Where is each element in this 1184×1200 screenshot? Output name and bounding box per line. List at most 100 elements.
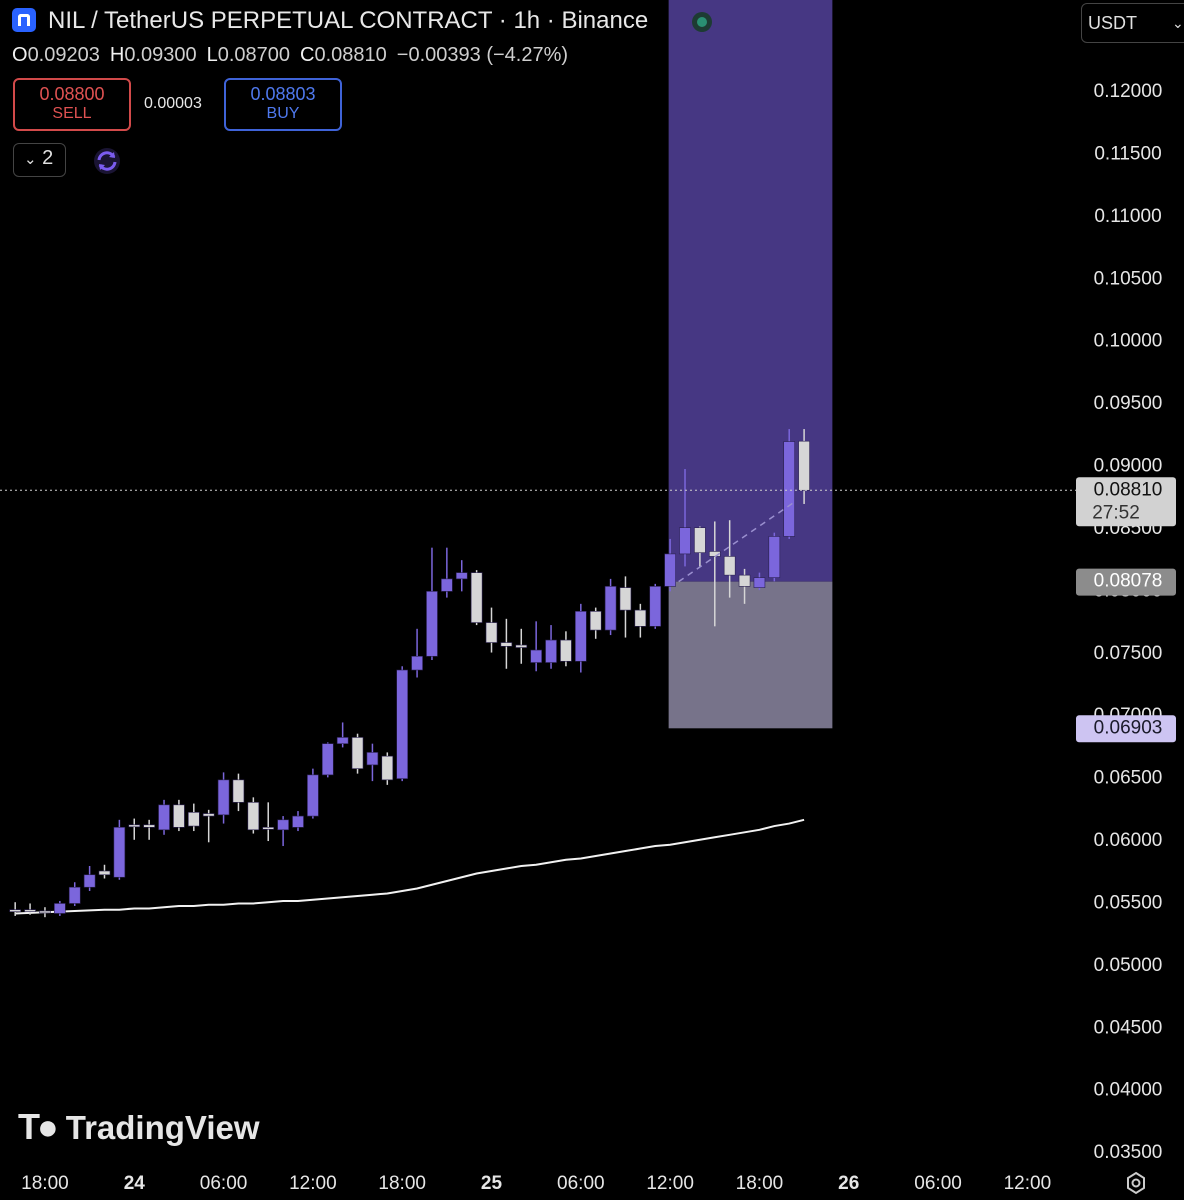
y-tick-label: 0.09000 (1094, 456, 1163, 477)
x-tick-label: 24 (124, 1173, 146, 1194)
candle-body (798, 440, 810, 491)
x-tick-label: 18:00 (378, 1173, 426, 1194)
candle-body (232, 779, 245, 803)
candle-body (441, 578, 453, 592)
candle-body (530, 649, 542, 663)
candle-body (723, 556, 736, 576)
candle-body (381, 755, 394, 781)
watermark-text: TradingView (65, 1109, 260, 1146)
ohlc-value: 0.08810 (314, 44, 387, 66)
ohlc-key: C (300, 44, 315, 66)
ohlc-key: L (206, 44, 218, 66)
candle-body (589, 611, 602, 631)
y-tick-label: 0.12000 (1094, 81, 1163, 102)
candle-body (158, 804, 170, 831)
candle-body (24, 909, 36, 913)
entry-label: 0.08078 (1094, 571, 1163, 592)
spread: 0.00003 (144, 95, 202, 112)
position-path (678, 501, 795, 583)
candle-body (39, 910, 51, 914)
y-tick-label: 0.06500 (1094, 768, 1163, 789)
y-tick-label: 0.04500 (1094, 1017, 1163, 1038)
candle-body (500, 642, 513, 647)
x-tick-label: 06:00 (200, 1173, 248, 1194)
x-tick-label: 26 (838, 1173, 859, 1194)
candle-body (128, 824, 141, 828)
last-price-label: 0.08810 (1094, 479, 1163, 500)
indicator-toggle[interactable]: ⌄ 2 (13, 143, 66, 177)
y-tick-label: 0.07500 (1094, 643, 1163, 664)
currency-select[interactable]: USDT ⌄ (1081, 3, 1184, 43)
y-tick-label: 0.10500 (1094, 268, 1163, 289)
candle-body (679, 527, 691, 555)
candle-body (515, 644, 528, 648)
x-tick-label: 25 (481, 1173, 503, 1194)
candle-body (575, 611, 587, 662)
target-zone (668, 0, 833, 582)
buy-label: BUY (266, 105, 300, 122)
candle-body (426, 591, 438, 657)
sell-label: SELL (52, 105, 92, 122)
candle-body (619, 587, 632, 611)
candle-body (664, 553, 676, 587)
ohlc-key: H (109, 44, 125, 66)
candle-body (694, 527, 706, 553)
candle-body (217, 779, 230, 816)
candle-body (470, 572, 483, 623)
candle-body (634, 609, 647, 627)
y-tick-label: 0.10000 (1094, 331, 1163, 352)
y-tick-label: 0.11500 (1094, 143, 1161, 164)
entry-badge (1076, 568, 1176, 596)
candle-body (351, 737, 364, 769)
ohlc-change: −0.00393 (−4.27%) (396, 44, 569, 66)
ohlc-key: O (12, 44, 28, 66)
watermark: T● TradingView (18, 1106, 260, 1147)
ohlc-value: 0.08700 (217, 44, 291, 66)
stop-label: 0.06903 (1094, 717, 1163, 738)
stop-zone (668, 581, 833, 729)
indicator-count: 2 (42, 147, 54, 169)
candle-body (292, 815, 304, 828)
candle-body (649, 586, 662, 627)
y-tick-label: 0.09500 (1094, 393, 1163, 414)
candle-body (9, 909, 21, 913)
ohlc-value: 0.09203 (27, 44, 100, 66)
x-tick-label: 12:00 (646, 1173, 694, 1194)
candle-body (68, 886, 81, 904)
buy-price: 0.08803 (250, 84, 316, 104)
candle-body (411, 655, 423, 671)
x-tick-label: 06:00 (914, 1173, 962, 1194)
settings-icon[interactable] (1124, 1171, 1148, 1195)
x-tick-label: 12:00 (1004, 1173, 1052, 1194)
y-tick-label: 0.05500 (1094, 892, 1163, 913)
candle-body (173, 804, 185, 828)
currency: USDT (1088, 13, 1137, 33)
candle-body (83, 874, 96, 888)
candle-body (54, 903, 66, 914)
sell-price: 0.08800 (39, 84, 105, 104)
candle-body (560, 639, 572, 662)
sell-button[interactable]: 0.08800 SELL (13, 78, 131, 131)
candle-body (366, 752, 379, 766)
stop-badge (1076, 715, 1176, 743)
x-tick-label: 18:00 (21, 1173, 69, 1194)
last-price-countdown: 27:52 (1092, 502, 1140, 523)
candle-body (113, 827, 126, 878)
last-price-badge (1076, 477, 1176, 527)
moving-average (15, 818, 805, 915)
candle-body (307, 774, 319, 817)
refresh-icon[interactable] (93, 147, 121, 175)
x-tick-label: 06:00 (557, 1173, 605, 1194)
ohlc-value: 0.09300 (124, 44, 197, 66)
candle-body (202, 813, 215, 817)
candle-body (604, 586, 617, 631)
x-tick-label: 18:00 (736, 1173, 784, 1194)
candle-body (768, 536, 781, 578)
y-tick-label: 0.05000 (1094, 955, 1163, 976)
candle-body (98, 870, 111, 876)
buy-button[interactable]: 0.08803 BUY (224, 78, 342, 131)
candle-body (143, 824, 155, 828)
candle-body (738, 574, 751, 587)
